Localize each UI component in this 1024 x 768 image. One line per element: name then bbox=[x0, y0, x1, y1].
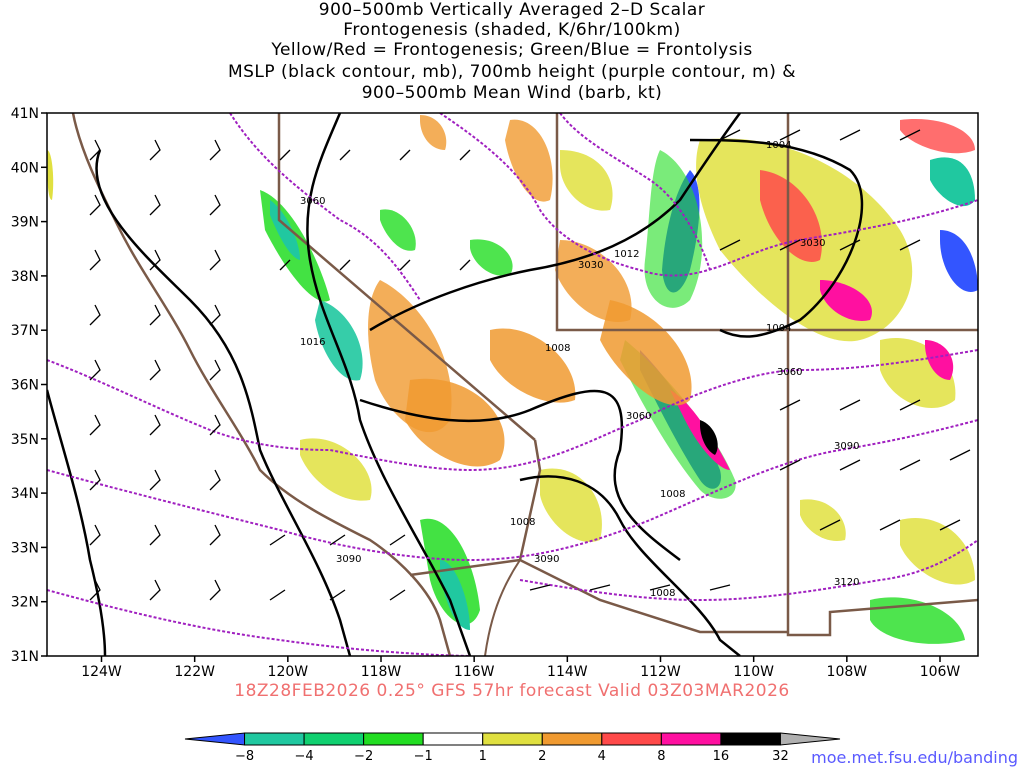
colorbar-label: 8 bbox=[657, 749, 665, 764]
lat-tick-label: 34N bbox=[11, 486, 39, 502]
colorbar-label: −4 bbox=[295, 749, 314, 764]
colorbar-swatch bbox=[303, 732, 365, 746]
contour-labels: 1004 1012 1004 1016 1008 1008 1008 1008 … bbox=[300, 140, 859, 599]
lon-tick-label: 112W bbox=[640, 664, 681, 680]
lon-tick-label: 108W bbox=[827, 664, 868, 680]
mslp-label: 1008 bbox=[510, 517, 535, 528]
height-label: 3090 bbox=[834, 441, 859, 452]
lon-tick-label: 122W bbox=[174, 664, 215, 680]
colorbar-swatch bbox=[482, 732, 543, 746]
colorbar-swatch bbox=[660, 732, 722, 746]
colorbar-swatch bbox=[422, 732, 484, 746]
lon-tick-label: 118W bbox=[361, 664, 402, 680]
colorbar-swatch bbox=[184, 732, 246, 746]
lon-tick-label: 116W bbox=[454, 664, 495, 680]
title-line-1: 900–500mb Vertically Averaged 2–D Scalar bbox=[318, 0, 706, 20]
lon-tick-label: 110W bbox=[733, 664, 774, 680]
lat-tick-label: 40N bbox=[11, 160, 39, 176]
forecast-footer: 18Z28FEB2026 0.25° GFS 57hr forecast Val… bbox=[234, 681, 790, 701]
height-label: 3030 bbox=[578, 260, 603, 271]
mslp-contours bbox=[47, 113, 864, 656]
colorbar: −8 −4 −2 −1 1 2 4 8 16 32 bbox=[184, 732, 841, 764]
colorbar-label: −1 bbox=[414, 749, 433, 764]
title-line-3: Yellow/Red = Frontogenesis; Green/Blue =… bbox=[271, 40, 753, 60]
colorbar-swatch bbox=[541, 732, 603, 746]
height-label: 3120 bbox=[834, 577, 859, 588]
lat-tick-label: 37N bbox=[11, 323, 39, 339]
latitude-axis: 41N 40N 39N 38N 37N 36N 35N 34N 33N 32N 31N bbox=[11, 106, 47, 665]
lon-tick-label: 124W bbox=[81, 664, 122, 680]
wind-barbs bbox=[89, 129, 971, 601]
colorbar-label: −2 bbox=[354, 749, 373, 764]
mslp-label: 1008 bbox=[660, 489, 685, 500]
height-contours bbox=[47, 113, 978, 656]
mslp-label: 1008 bbox=[545, 343, 570, 354]
longitude-axis: 124W 122W 120W 118W 116W 114W 112W 110W 108W 106W bbox=[81, 656, 960, 680]
colorbar-label: 16 bbox=[713, 749, 730, 764]
colorbar-swatch bbox=[601, 732, 662, 746]
colorbar-label: 32 bbox=[772, 749, 789, 764]
lat-tick-label: 38N bbox=[11, 269, 39, 285]
mslp-label: 1004 bbox=[766, 140, 791, 151]
lat-tick-label: 35N bbox=[11, 432, 39, 448]
title-line-4: MSLP (black contour, mb), 700mb height (… bbox=[227, 62, 797, 82]
title-line-5: 900–500mb Mean Wind (barb, kt) bbox=[361, 83, 663, 103]
lon-tick-label: 114W bbox=[547, 664, 588, 680]
lat-tick-label: 32N bbox=[11, 595, 39, 611]
height-label: 3090 bbox=[336, 554, 361, 565]
mslp-label: 1008 bbox=[650, 588, 675, 599]
map-plot-area: 1004 1012 1004 1016 1008 1008 1008 1008 … bbox=[47, 113, 978, 656]
colorbar-label: 1 bbox=[479, 749, 487, 764]
lon-tick-label: 120W bbox=[268, 664, 309, 680]
title-line-2: Frontogenesis (shaded, K/6hr/100km) bbox=[343, 20, 681, 40]
lat-tick-label: 36N bbox=[11, 378, 39, 394]
colorbar-swatch bbox=[720, 732, 781, 746]
lat-tick-label: 39N bbox=[11, 215, 39, 231]
colorbar-swatch bbox=[363, 732, 424, 746]
mslp-label: 1004 bbox=[766, 323, 791, 334]
lat-tick-label: 31N bbox=[11, 649, 39, 665]
height-label: 3060 bbox=[777, 367, 802, 378]
gulf-coastline bbox=[484, 559, 521, 656]
lat-tick-label: 33N bbox=[11, 540, 39, 556]
state-boundaries bbox=[277, 113, 978, 637]
height-label: 3090 bbox=[534, 554, 559, 565]
colorbar-swatch bbox=[779, 732, 841, 746]
height-label: 3060 bbox=[300, 196, 325, 207]
credit-link[interactable]: moe.met.fsu.edu/banding bbox=[811, 748, 1018, 767]
colorbar-label: 4 bbox=[598, 749, 606, 764]
height-label: 3060 bbox=[626, 411, 651, 422]
colorbar-label: −8 bbox=[235, 749, 254, 764]
colorbar-swatch bbox=[244, 732, 305, 746]
height-label: 3030 bbox=[800, 238, 825, 249]
mslp-label: 1016 bbox=[300, 337, 325, 348]
frontogenesis-shading bbox=[47, 115, 978, 644]
mslp-label: 1012 bbox=[614, 249, 639, 260]
colorbar-label: 2 bbox=[538, 749, 546, 764]
lon-tick-label: 106W bbox=[920, 664, 961, 680]
lat-tick-label: 41N bbox=[11, 106, 39, 122]
